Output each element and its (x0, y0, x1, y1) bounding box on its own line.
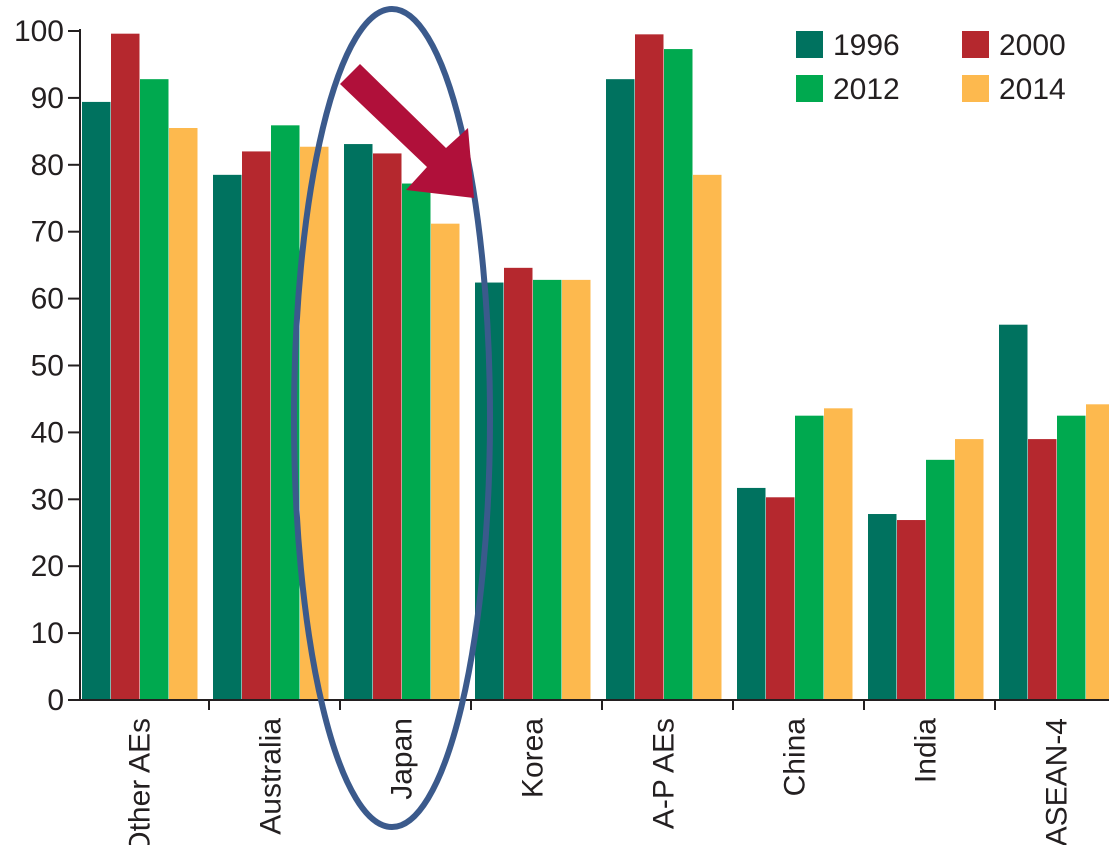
x-tick-label-australia: Australia (254, 718, 287, 835)
bar-japan-1996 (344, 144, 373, 700)
y-tick-label-100: 100 (14, 15, 64, 48)
bar-a-p-aes-2000 (635, 34, 664, 701)
y-tick-label-50: 50 (31, 350, 64, 383)
legend-swatch-1996 (796, 31, 823, 58)
x-tick-label-asean-4: ASEAN-4 (1040, 718, 1073, 845)
x-tick-label-korea: Korea (516, 718, 549, 798)
y-tick-label-0: 0 (47, 684, 64, 717)
bar-china-2014 (824, 408, 853, 700)
x-tick-label-india: India (909, 718, 942, 783)
bar-asean-4-2014 (1086, 404, 1109, 700)
bar-australia-1996 (213, 174, 242, 700)
annotation-arrow (340, 64, 474, 198)
legend-label-2012: 2012 (833, 73, 900, 106)
y-tick-label-20: 20 (31, 550, 64, 583)
bar-a-p-aes-2012 (664, 49, 693, 701)
axes-layer: 0 10 20 30 40 50 60 70 80 90 100 Other AEs Australia… (14, 15, 1109, 845)
y-tick-label-80: 80 (31, 149, 64, 182)
bar-other-aes-2000 (111, 33, 140, 700)
legend-swatch-2012 (796, 75, 823, 102)
bar-other-aes-2014 (169, 128, 198, 700)
bar-korea-2012 (533, 279, 562, 700)
annotation-ellipse (291, 6, 493, 830)
x-tick-label-other-aes: Other AEs (123, 718, 156, 845)
bar-india-2014 (955, 439, 984, 700)
x-tick-label-china: China (778, 718, 811, 797)
bar-japan-2014 (431, 223, 460, 700)
bar-a-p-aes-1996 (606, 79, 635, 701)
annotations-layer (291, 6, 493, 830)
bar-india-2012 (926, 459, 955, 700)
bar-china-2000 (766, 497, 795, 700)
y-tick-label-10: 10 (31, 617, 64, 650)
legend-swatch-2014 (962, 75, 989, 102)
x-tick-label-japan: Japan (385, 718, 418, 800)
legend-label-1996: 1996 (833, 29, 900, 62)
bar-asean-4-1996 (999, 324, 1028, 700)
bar-china-1996 (737, 487, 766, 700)
bar-other-aes-2012 (140, 79, 169, 701)
y-tick-label-40: 40 (31, 416, 64, 449)
bar-asean-4-2000 (1028, 439, 1057, 700)
bar-japan-2012 (402, 183, 431, 701)
bar-asean-4-2012 (1057, 415, 1086, 700)
bar-india-1996 (868, 514, 897, 700)
bar-japan-2000 (373, 153, 402, 700)
legend: 1996 2000 2012 2014 (796, 29, 1066, 106)
y-tick-label-70: 70 (31, 216, 64, 249)
y-tick-label-90: 90 (31, 82, 64, 115)
bar-a-p-aes-2014 (693, 174, 722, 700)
legend-label-2000: 2000 (999, 29, 1066, 62)
x-tick-label-a-p-aes: A-P AEs (647, 718, 680, 829)
bar-australia-2000 (242, 151, 271, 701)
bar-korea-2000 (504, 267, 533, 700)
legend-swatch-2000 (962, 31, 989, 58)
bar-other-aes-1996 (82, 101, 111, 700)
bars-layer (82, 33, 1109, 701)
y-tick-label-60: 60 (31, 283, 64, 316)
bar-korea-2014 (562, 279, 591, 700)
bar-india-2000 (897, 520, 926, 700)
legend-label-2014: 2014 (999, 73, 1066, 106)
bar-china-2012 (795, 415, 824, 700)
y-tick-label-30: 30 (31, 483, 64, 516)
